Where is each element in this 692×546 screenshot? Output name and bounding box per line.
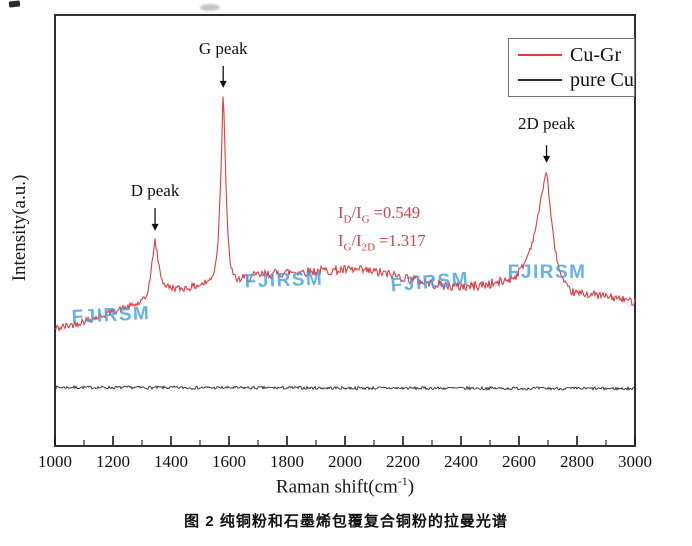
x-tick-label: 2000 — [328, 452, 362, 471]
ratio-text: I — [338, 202, 344, 222]
ratio-text: I — [338, 230, 344, 250]
x-axis-label-text: Raman shift(cm — [275, 476, 398, 498]
ratio-text: /I — [351, 202, 362, 222]
legend-line-sample-pure-cu — [518, 79, 562, 82]
x-tick-label: 2400 — [444, 452, 478, 471]
x-tick-label: 1400 — [154, 452, 188, 471]
watermark-text: FJIRSM — [71, 302, 151, 328]
ratio-subscript: G — [343, 241, 352, 254]
plot-border — [54, 14, 636, 447]
scan-smudge — [200, 4, 220, 11]
legend-entry-cu-gr: Cu-Gr — [518, 45, 634, 65]
x-axis-label-superscript: -1 — [397, 474, 408, 488]
x-tick-label: 2800 — [560, 452, 594, 471]
figure-caption: 图 2 纯铜粉和石墨烯包覆复合铜粉的拉曼光谱 — [184, 513, 508, 530]
series-curve-cu-gr — [54, 96, 636, 333]
peak-label: G peak — [198, 39, 248, 59]
x-tick-label: 1000 — [38, 452, 72, 471]
peak-arrow-head — [151, 223, 159, 231]
legend-line-sample-cu-gr — [518, 53, 562, 56]
peak-label: D peak — [130, 180, 180, 200]
x-tick-label: 2600 — [502, 452, 536, 471]
x-tick-label: 1200 — [96, 452, 130, 471]
peak-arrow-head — [219, 80, 227, 88]
peak-label: 2D peak — [517, 114, 576, 134]
x-axis-label-close: ) — [407, 476, 415, 498]
ratio-subscript: G — [361, 213, 370, 226]
legend: Cu-Gr pure Cu — [508, 38, 635, 97]
series-curve-pure-cu — [54, 384, 636, 392]
x-axis-label: Raman shift(cm-1) — [276, 474, 414, 498]
ratio-text: =1.317 — [375, 230, 426, 250]
x-tick-label: 1600 — [212, 452, 246, 471]
x-tick-label: 1800 — [270, 452, 304, 471]
ratio-text: /I — [351, 230, 362, 250]
watermark-text: FJIRSM — [244, 268, 324, 293]
intensity-ratio-annotation: IG/I2D =1.317 — [338, 231, 426, 254]
x-tick-label: 2200 — [386, 452, 420, 471]
watermark-text: FJIRSM — [507, 262, 587, 284]
x-tick-label: 3000 — [618, 452, 652, 471]
ratio-subscript: 2D — [361, 241, 376, 254]
legend-entry-pure-cu: pure Cu — [518, 70, 634, 90]
y-axis-label: Intensity(a.u.) — [9, 174, 30, 282]
ratio-subscript: D — [343, 213, 352, 226]
legend-label-cu-gr: Cu-Gr — [570, 43, 622, 66]
ratio-text: =0.549 — [369, 202, 421, 222]
legend-label-pure-cu: pure Cu — [570, 69, 634, 92]
peak-arrow-head — [543, 155, 551, 163]
intensity-ratio-annotation: ID/IG =0.549 — [338, 203, 420, 226]
